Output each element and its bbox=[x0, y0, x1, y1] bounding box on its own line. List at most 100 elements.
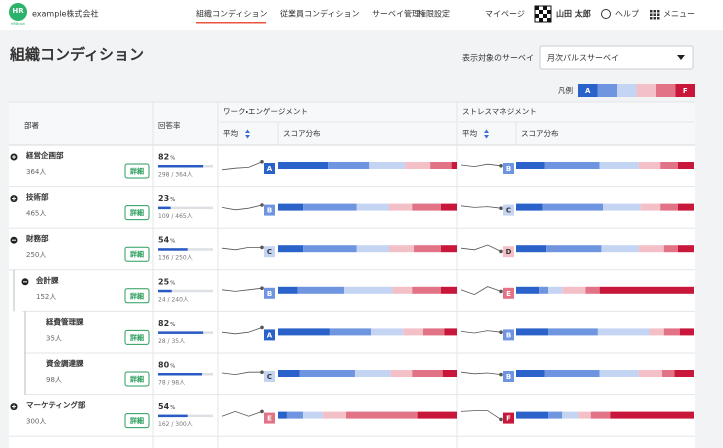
help-icon[interactable] bbox=[601, 9, 611, 19]
response-rate: 54 bbox=[158, 402, 170, 411]
avatar-cell bbox=[543, 6, 547, 10]
department-count: 152人 bbox=[36, 293, 56, 301]
department-count: 465人 bbox=[26, 210, 46, 218]
percent-sign: % bbox=[170, 405, 175, 411]
survey-select[interactable] bbox=[539, 45, 694, 70]
rate-bar bbox=[158, 414, 188, 418]
detail-button[interactable] bbox=[124, 288, 150, 304]
detail-button[interactable] bbox=[124, 246, 150, 262]
legend-swatch bbox=[617, 84, 637, 97]
distribution-segment bbox=[412, 286, 441, 294]
grade-badge bbox=[503, 371, 514, 382]
trend-line bbox=[221, 327, 263, 335]
distribution-segment bbox=[303, 245, 357, 253]
sort-icon[interactable] bbox=[484, 129, 489, 139]
legend-grade: A bbox=[585, 87, 591, 95]
distribution-segment bbox=[412, 203, 441, 211]
menu-dot bbox=[657, 17, 660, 20]
grade-badge bbox=[503, 412, 514, 424]
menu[interactable]: メニュー bbox=[663, 10, 695, 19]
distribution-segment bbox=[663, 328, 680, 336]
sort-icon[interactable] bbox=[245, 129, 250, 139]
distribution-segment bbox=[328, 162, 370, 169]
nav-item[interactable]: サーベイ管理 bbox=[372, 9, 420, 19]
trend-line bbox=[221, 287, 263, 292]
distribution-segment bbox=[599, 286, 694, 294]
table-bg bbox=[9, 102, 695, 448]
column-header: 回答率 bbox=[158, 120, 181, 130]
distribution-segment bbox=[354, 370, 391, 377]
detail-button[interactable] bbox=[124, 205, 150, 221]
distribution-segment bbox=[590, 411, 611, 419]
avatar[interactable] bbox=[534, 5, 552, 23]
trend-line bbox=[221, 204, 263, 211]
distribution-segment bbox=[516, 203, 543, 211]
detail-label: 詳細 bbox=[130, 167, 144, 176]
detail-button[interactable] bbox=[124, 413, 150, 429]
column-header: 平均 bbox=[223, 128, 238, 138]
distribution-segment bbox=[356, 245, 389, 253]
distribution-segment bbox=[548, 328, 598, 336]
trend-end bbox=[499, 372, 503, 377]
distribution-segment bbox=[649, 328, 664, 336]
distribution-segment bbox=[516, 328, 549, 336]
menu-dot bbox=[653, 13, 656, 16]
trend-end bbox=[499, 249, 503, 254]
distribution-segment bbox=[278, 203, 304, 211]
distribution-segment bbox=[661, 370, 675, 377]
avatar-cell bbox=[539, 18, 543, 22]
detail-button[interactable] bbox=[124, 329, 150, 345]
grade: B bbox=[506, 165, 511, 173]
rate-bar bbox=[158, 165, 204, 168]
distribution-segment bbox=[278, 370, 300, 377]
department-name: 会計課 bbox=[36, 275, 59, 285]
nav-item[interactable]: マイページ bbox=[485, 10, 525, 19]
detail-button[interactable] bbox=[124, 371, 150, 387]
distribution-segment bbox=[369, 162, 406, 169]
grade: D bbox=[506, 248, 512, 256]
distribution-segment bbox=[286, 411, 304, 419]
department-name: 経営企画部 bbox=[25, 150, 64, 160]
nav-item[interactable]: 権限設定 bbox=[418, 9, 450, 19]
distribution-segment bbox=[660, 203, 678, 211]
grade-badge bbox=[503, 163, 514, 174]
grade: B bbox=[506, 331, 511, 339]
logo-mark bbox=[9, 3, 27, 21]
distribution-segment bbox=[440, 203, 457, 211]
detail-button[interactable] bbox=[124, 163, 150, 179]
trend-end bbox=[260, 370, 264, 375]
department-name: 資金調達課 bbox=[46, 358, 84, 368]
column-header: 平均 bbox=[462, 128, 477, 138]
menu-icon[interactable] bbox=[650, 10, 660, 20]
grade-badge bbox=[503, 204, 514, 216]
distribution-segment bbox=[299, 370, 355, 377]
help[interactable]: ヘルプ bbox=[615, 10, 639, 19]
trend-line bbox=[221, 410, 263, 417]
nav-item[interactable]: 組織コンディション bbox=[196, 9, 267, 19]
nav-item[interactable]: 従業員コンディション bbox=[280, 9, 359, 19]
distribution-segment bbox=[412, 370, 443, 377]
percent-sign: % bbox=[170, 156, 175, 162]
department-count: 300人 bbox=[26, 418, 46, 426]
distribution-segment bbox=[451, 162, 457, 169]
grade: C bbox=[267, 248, 272, 256]
survey-label: 表示対象のサーベイ bbox=[462, 53, 534, 63]
distribution-segment bbox=[388, 245, 415, 253]
distribution-segment bbox=[674, 370, 694, 377]
distribution-segment bbox=[603, 203, 641, 211]
distribution-segment bbox=[344, 286, 393, 294]
menu-dot bbox=[653, 10, 656, 13]
user-name[interactable]: 山田 太郎 bbox=[556, 9, 591, 19]
trend-line bbox=[460, 371, 502, 375]
distribution-segment bbox=[390, 370, 413, 377]
distribution-segment bbox=[403, 328, 423, 336]
trend-end bbox=[260, 325, 264, 330]
logo: HR bbox=[12, 7, 24, 15]
distribution-segment bbox=[599, 162, 639, 169]
rate-bar bbox=[158, 289, 172, 293]
distribution-segment bbox=[444, 328, 457, 336]
menu-dot bbox=[657, 13, 660, 16]
distribution-segment bbox=[392, 286, 413, 294]
distribution-segment bbox=[516, 370, 545, 377]
